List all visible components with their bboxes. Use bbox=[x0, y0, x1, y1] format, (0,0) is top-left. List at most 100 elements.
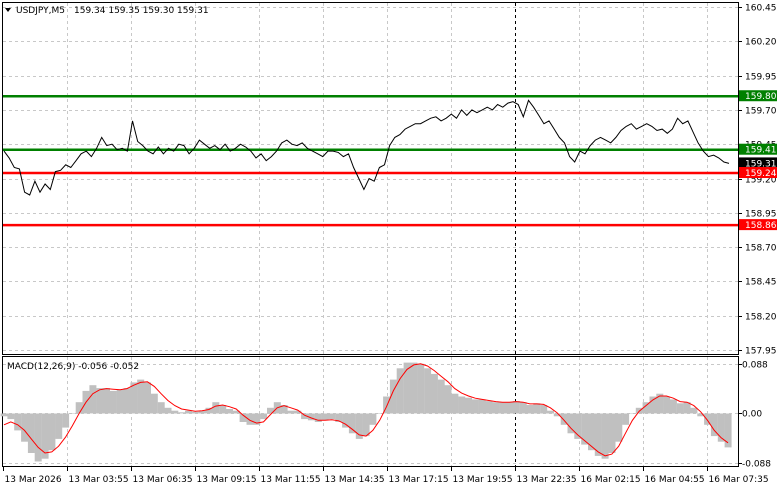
main-grid bbox=[3, 3, 738, 354]
macd-bar bbox=[171, 410, 179, 414]
macd-bar bbox=[451, 393, 459, 414]
macd-bar bbox=[21, 413, 29, 442]
macd-histogram bbox=[0, 362, 732, 462]
level-price-box bbox=[739, 90, 777, 102]
current-price-box bbox=[739, 157, 777, 169]
macd-bar bbox=[697, 413, 705, 417]
macd-bar bbox=[41, 413, 49, 459]
macd-bar bbox=[226, 409, 233, 414]
y-tick-label: 158.20 bbox=[745, 313, 777, 323]
x-tick-label: 16 Mar 04:55 bbox=[645, 475, 705, 485]
level-labels: 159.31 159.80 159.41 159.24 158.86 bbox=[739, 90, 777, 231]
macd-bar bbox=[574, 413, 582, 439]
macd-bar bbox=[321, 413, 329, 421]
macd-bar bbox=[260, 413, 268, 420]
macd-bar bbox=[663, 396, 671, 414]
x-tick-label: 13 Mar 06:35 bbox=[133, 475, 193, 485]
macd-bar bbox=[676, 403, 684, 414]
symbol-label: USDJPY,M5 bbox=[16, 6, 65, 16]
macd-bar bbox=[560, 413, 568, 425]
macd-bar bbox=[717, 413, 725, 442]
macd-bar bbox=[465, 397, 472, 414]
x-tick-label: 13 Mar 11:55 bbox=[261, 475, 321, 485]
ohlc-label: 159.34 159.35 159.30 159.31 bbox=[74, 6, 209, 16]
macd-bar bbox=[62, 413, 70, 428]
y-tick-label: 160.20 bbox=[745, 38, 777, 48]
macd-bar bbox=[629, 413, 636, 414]
macd-bar bbox=[232, 410, 240, 414]
symbol-dropdown-icon[interactable] bbox=[5, 8, 11, 12]
macd-bar bbox=[608, 413, 616, 453]
macd-bar bbox=[68, 413, 76, 414]
x-tick-label: 13 Mar 22:35 bbox=[517, 475, 577, 485]
price-series bbox=[3, 99, 730, 196]
macd-bar bbox=[547, 410, 554, 414]
macd-bar bbox=[89, 385, 97, 414]
level-price-box bbox=[739, 143, 777, 155]
current-price-label: 159.31 bbox=[745, 159, 777, 169]
macd-bar bbox=[294, 410, 302, 414]
y-tick-label: 160.45 bbox=[745, 4, 777, 14]
macd-bar bbox=[437, 379, 445, 414]
macd-bar bbox=[506, 402, 513, 414]
y-tick-label: 159.20 bbox=[745, 176, 777, 186]
time-axis: 13 Mar 2026 13 Mar 03:55 13 Mar 06:35 13 Ma… bbox=[3, 467, 769, 485]
main-plot-frame bbox=[2, 2, 739, 355]
y-tick-label: 158.95 bbox=[745, 210, 777, 220]
macd-bar bbox=[178, 412, 186, 414]
macd-bar bbox=[478, 399, 486, 414]
macd-bar bbox=[0, 413, 8, 417]
y-tick-label: 158.70 bbox=[745, 244, 777, 254]
macd-bar bbox=[164, 407, 172, 414]
macd-axis: 0.088 0.00 -0.088 bbox=[738, 361, 771, 470]
macd-bar bbox=[526, 405, 534, 414]
macd-bar bbox=[109, 390, 117, 414]
macd-bar bbox=[267, 407, 274, 414]
macd-bar bbox=[335, 413, 343, 422]
macd-bar bbox=[246, 413, 254, 425]
macd-bar bbox=[567, 413, 575, 434]
x-tick-label: 16 Mar 02:15 bbox=[581, 475, 641, 485]
macd-bar bbox=[280, 405, 288, 414]
macd-bar bbox=[116, 389, 124, 414]
y-tick-label: 157.95 bbox=[745, 347, 777, 357]
macd-bar bbox=[553, 413, 561, 417]
macd-bar bbox=[301, 413, 309, 420]
macd-bar bbox=[27, 413, 35, 453]
macd-bar bbox=[307, 413, 315, 421]
macd-bar bbox=[191, 411, 199, 414]
level-price-label: 159.80 bbox=[745, 92, 777, 102]
macd-bar bbox=[376, 413, 384, 414]
x-tick-label: 13 Mar 17:15 bbox=[389, 475, 449, 485]
macd-bar bbox=[417, 363, 425, 414]
macd-bar bbox=[519, 402, 527, 414]
price-axis: 160.45160.20159.95159.70159.45159.20158.… bbox=[738, 4, 777, 357]
macd-bar bbox=[362, 413, 370, 437]
macd-tick-label: 0.088 bbox=[742, 361, 768, 371]
macd-bar bbox=[540, 405, 548, 414]
macd-bar bbox=[499, 402, 507, 414]
macd-bar bbox=[14, 413, 22, 431]
macd-bar bbox=[137, 379, 145, 414]
price-line bbox=[3, 99, 730, 196]
macd-bar bbox=[403, 362, 411, 414]
macd-label: MACD(12,26,9) -0.056 -0.052 bbox=[7, 362, 139, 372]
macd-bar bbox=[430, 373, 438, 414]
macd-bar bbox=[157, 402, 165, 414]
macd-bar bbox=[144, 382, 151, 414]
macd-bar bbox=[185, 410, 192, 414]
macd-bar bbox=[389, 379, 397, 414]
macd-bar bbox=[581, 413, 589, 445]
signal-line bbox=[3, 363, 729, 457]
macd-bar bbox=[683, 402, 691, 414]
level-price-box bbox=[739, 167, 777, 179]
macd-bar bbox=[96, 388, 104, 414]
macd-bar bbox=[642, 402, 650, 414]
x-tick-label: 13 Mar 14:35 bbox=[325, 475, 385, 485]
x-tick-label: 13 Mar 2026 bbox=[5, 475, 62, 485]
macd-bar bbox=[485, 401, 493, 414]
macd-bar bbox=[512, 401, 520, 414]
macd-bar bbox=[123, 388, 131, 414]
x-tick-label: 16 Mar 07:35 bbox=[709, 475, 769, 485]
macd-bar bbox=[55, 413, 63, 439]
